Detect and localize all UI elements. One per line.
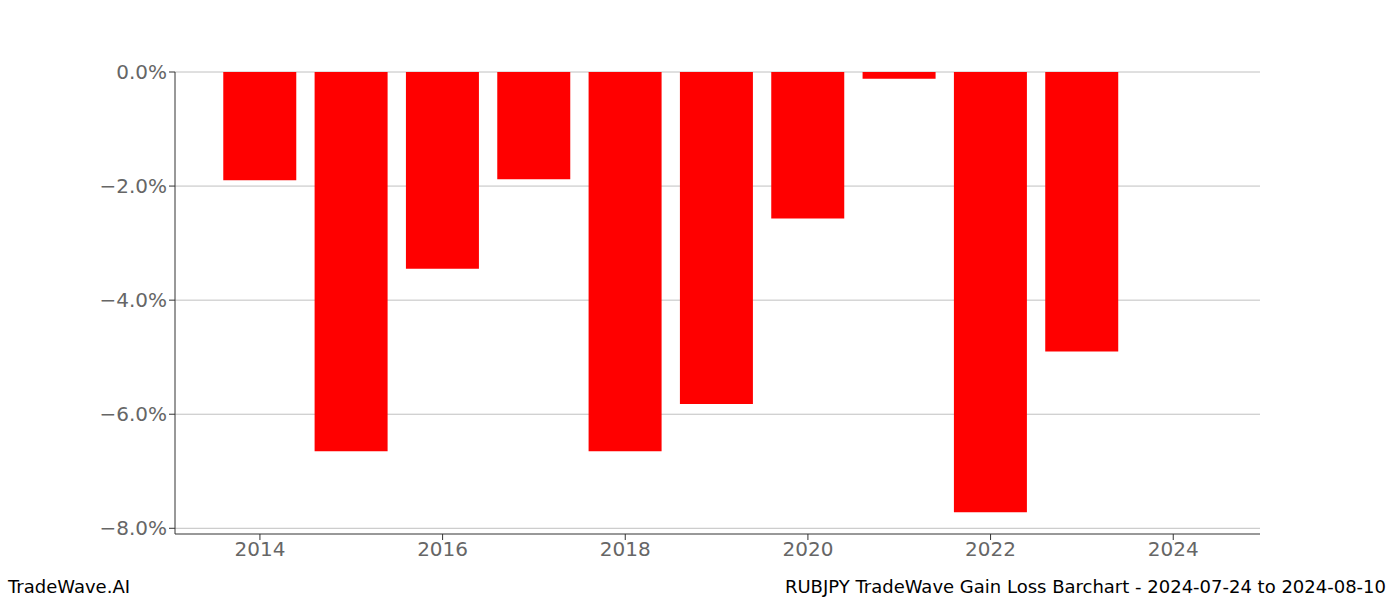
html-text:TradeWave.AI: TradeWave.AI (8, 576, 130, 597)
html-text:RUBJPY TradeWave Gain Loss Bar: RUBJPY TradeWave Gain Loss Barchart - 20… (784, 576, 1386, 597)
svg-text:−8.0%: −8.0% (99, 516, 167, 540)
svg-text:−2.0%: −2.0% (99, 174, 167, 198)
svg-text:2018: 2018 (600, 537, 651, 561)
svg-text:2016: 2016 (417, 537, 468, 561)
svg-text:0.0%: 0.0% (116, 60, 167, 84)
svg-text:2014: 2014 (234, 537, 285, 561)
svg-text:−4.0%: −4.0% (99, 288, 167, 312)
svg-text:−6.0%: −6.0% (99, 402, 167, 426)
svg-text:2022: 2022 (965, 537, 1016, 561)
svg-text:2024: 2024 (1148, 537, 1199, 561)
svg-text:2020: 2020 (782, 537, 833, 561)
